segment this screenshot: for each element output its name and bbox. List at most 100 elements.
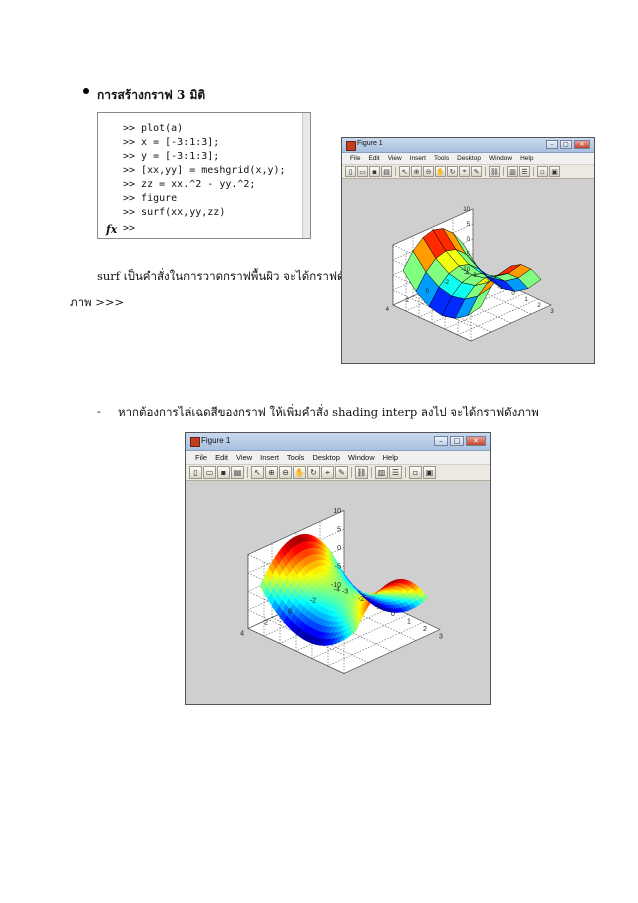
colorbar-icon[interactable]: ▥ [507,166,518,177]
zoom-in-icon[interactable]: ⊕ [265,466,278,479]
grid-line [392,304,472,342]
menu-desktop[interactable]: Desktop [457,155,481,162]
y-tick-label: 2 [406,298,410,304]
close-button[interactable]: ✕ [466,436,486,446]
menu-tools[interactable]: Tools [433,155,450,162]
grid-line [343,629,441,674]
legend-icon[interactable]: ☰ [519,166,530,177]
menu-window[interactable]: Window [488,155,513,162]
minimize-button[interactable]: – [434,436,448,446]
zoom-out-icon[interactable]: ⊖ [423,166,434,177]
colorbar-icon[interactable]: ▥ [375,466,388,479]
plot-area[interactable]: 10 5 0 -5 -10 4 2 0 -2 -4 -3 -2 -1 0 1 2 3 [342,180,594,363]
print-icon[interactable]: ▤ [231,466,244,479]
figure-titlebar[interactable]: Figure 1 – □ ✕ [342,138,594,153]
figure-toolbar: ▯ ▭ ▪ ▤ ↖ ⊕ ⊖ ✋ ↻ ⌖ ✎ ⛓ ▥ ☰ ▫ ▣ [186,465,490,481]
command-window: >> plot(a) >> x = [-3:1:3]; >> y = [-3:1… [97,112,311,239]
rotate-icon[interactable]: ↻ [307,466,320,479]
grid-line [263,591,361,637]
rotate-icon[interactable]: ↻ [447,166,458,177]
show-plottools-icon[interactable]: ▣ [423,466,436,479]
figure-toolbar: ▯ ▭ ▪ ▤ ↖ ⊕ ⊖ ✋ ↻ ⌖ ✎ ⛓ ▥ ☰ ▫ ▣ [342,165,594,179]
menu-edit[interactable]: Edit [215,453,229,462]
grid-line [392,223,474,261]
maximize-button[interactable]: □ [560,140,572,149]
zoom-out-icon[interactable]: ⊖ [279,466,292,479]
zoom-in-icon[interactable]: ⊕ [411,166,422,177]
menu-desktop[interactable]: Desktop [312,453,340,462]
x-tick-label: 2 [537,303,541,309]
datacursor-icon[interactable]: ⌖ [459,166,470,177]
close-button[interactable]: ✕ [574,140,590,149]
open-icon[interactable]: ▭ [203,466,216,479]
figure-window-faceted[interactable]: Figure 1 – □ ✕ File Edit View Insert Too… [341,137,595,364]
x-tick-label: -1 [497,285,503,291]
grid-line [457,298,539,336]
grid-line [444,292,526,330]
link-icon[interactable]: ⛓ [489,166,500,177]
menu-file[interactable]: File [350,155,361,162]
legend-icon[interactable]: ☰ [389,466,402,479]
figure-window-interp[interactable]: Figure 1 – □ ✕ File Edit View Insert Too… [185,432,491,705]
z-tick-label: 5 [337,526,341,533]
code-line: >> y = [-3:1:3]; [123,151,220,162]
print-icon[interactable]: ▤ [381,166,392,177]
pan-icon[interactable]: ✋ [293,466,306,479]
code-line[interactable]: >> [123,223,142,234]
hide-plottools-icon[interactable]: ▫ [409,466,422,479]
menu-view[interactable]: View [387,155,402,162]
new-icon[interactable]: ▯ [345,166,356,177]
y-tick-label: 0 [288,609,292,616]
menu-tools[interactable]: Tools [286,453,305,462]
datacursor-icon[interactable]: ⌖ [321,466,334,479]
arrow-icon[interactable]: ↖ [251,466,264,479]
menu-insert[interactable]: Insert [260,453,279,462]
plot-area[interactable]: 10 5 0 -5 -10 4 2 0 -2 -4 -3 -2 -1 0 1 2 3 [186,482,490,704]
y-tick-label: -2 [310,598,316,605]
show-plottools-icon[interactable]: ▣ [549,166,560,177]
grid-line [405,274,487,312]
z-tick-label: 10 [333,508,341,515]
link-icon[interactable]: ⛓ [355,466,368,479]
figure-title: Figure 1 [201,436,231,445]
matlab-app-icon [346,141,356,151]
x-tick-label: -2 [484,279,490,285]
surface-patch [420,593,429,602]
brush-icon[interactable]: ✎ [471,166,482,177]
menu-window[interactable]: Window [347,453,375,462]
grid-line [392,268,474,306]
figure-titlebar[interactable]: Figure 1 – □ ✕ [186,433,490,451]
menu-help[interactable]: Help [382,453,399,462]
menu-help[interactable]: Help [520,155,534,162]
surface [402,227,542,319]
new-icon[interactable]: ▯ [189,466,202,479]
save-icon[interactable]: ▪ [217,466,230,479]
toolbar-separator [485,167,486,176]
pan-icon[interactable]: ✋ [435,166,446,177]
y-tick-label: -2 [444,280,450,286]
z-tick-label: 5 [467,222,471,228]
menu-insert[interactable]: Insert [409,155,426,162]
grid-line [470,304,552,342]
minimize-button[interactable]: – [546,140,558,149]
scrollbar[interactable] [302,113,310,238]
grid-line [295,606,393,652]
x-tick-label: 1 [524,297,528,303]
grid-line [295,606,393,652]
open-icon[interactable]: ▭ [357,166,368,177]
grid-line [319,595,417,641]
surf-description-line1: surf เป็นคำสั่งในการวาดกราฟพื้นผิว จะได้… [97,269,351,283]
menu-view[interactable]: View [236,453,253,462]
arrow-icon[interactable]: ↖ [399,166,410,177]
hide-plottools-icon[interactable]: ▫ [537,166,548,177]
maximize-button[interactable]: □ [450,436,464,446]
save-icon[interactable]: ▪ [369,166,380,177]
brush-icon[interactable]: ✎ [335,466,348,479]
menu-edit[interactable]: Edit [368,155,380,162]
menu-file[interactable]: File [195,453,208,462]
code-line: >> figure [123,193,178,204]
menu-bar: File Edit View Insert Tools Desktop Wind… [186,451,490,464]
